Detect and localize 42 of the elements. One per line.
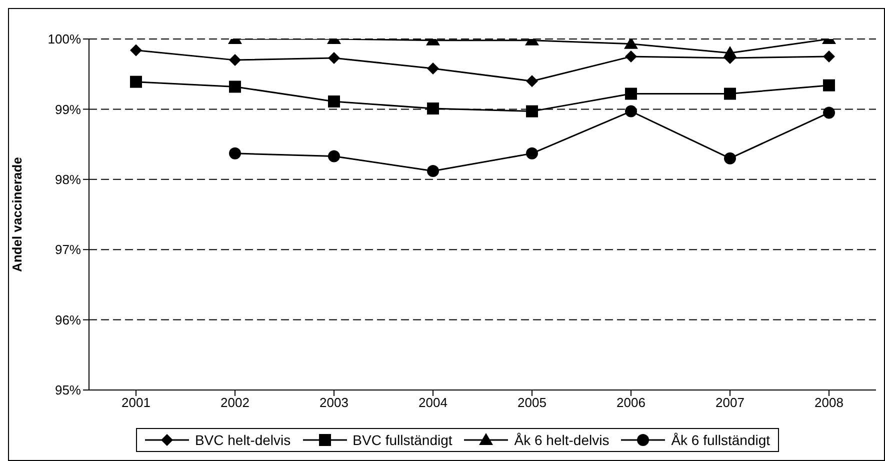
point (625, 50, 637, 63)
x-tick-label: 2004 (418, 395, 448, 410)
y-axis-title: Andel vaccinerade (10, 157, 25, 272)
y-tick-label: 95% (54, 382, 82, 398)
point (328, 95, 340, 108)
point (427, 62, 439, 74)
legend-label: BVC fullständigt (352, 432, 452, 448)
point (723, 46, 737, 58)
y-tick-label: 99% (54, 102, 82, 117)
y-tick-label: 100% (48, 32, 82, 47)
point (625, 105, 637, 118)
legend-label: Åk 6 helt-delvis (514, 432, 610, 448)
point (229, 54, 241, 66)
point (229, 80, 241, 93)
point (130, 76, 142, 88)
point (625, 88, 637, 100)
point (427, 164, 439, 177)
point (724, 152, 736, 164)
x-tick-label: 2008 (814, 395, 844, 410)
x-tick-label: 2005 (518, 395, 546, 410)
x-tick-label: 2006 (616, 395, 646, 410)
point (130, 44, 142, 56)
point (526, 105, 538, 118)
x-tick-label: 2007 (716, 395, 744, 410)
point (229, 147, 241, 160)
y-tick-label: 96% (54, 312, 82, 328)
x-tick-label: 2002 (220, 395, 250, 410)
point (526, 75, 538, 88)
point (823, 50, 835, 63)
legend-label: Åk 6 fullständigt (671, 432, 770, 448)
legend-label: BVC helt-delvis (194, 432, 291, 448)
x-tick-label: 2003 (320, 395, 348, 410)
point (724, 88, 736, 100)
point (328, 150, 340, 162)
point (823, 79, 835, 92)
x-tick-label: 2001 (122, 395, 150, 410)
point (328, 52, 340, 64)
point (823, 106, 835, 119)
point (526, 147, 538, 160)
y-tick-label: 97% (54, 242, 82, 258)
point (427, 102, 439, 114)
y-tick-label: 98% (54, 172, 82, 188)
